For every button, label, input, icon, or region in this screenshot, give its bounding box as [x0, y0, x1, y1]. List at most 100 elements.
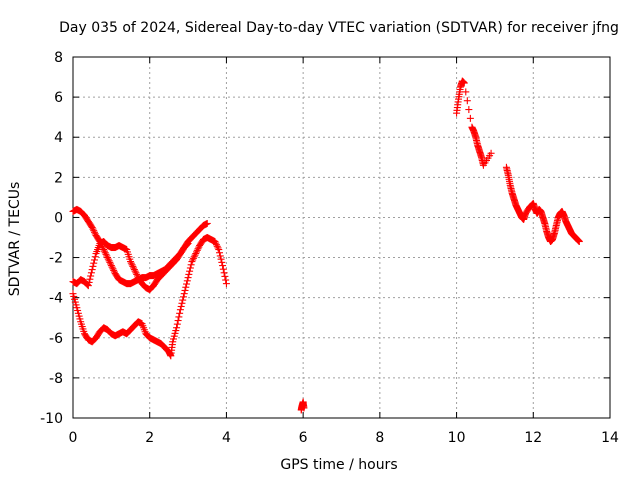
data-point: [100, 247, 108, 255]
data-point: [487, 149, 495, 157]
x-tick-label: 8: [375, 430, 384, 446]
y-tick-label: 6: [54, 90, 63, 106]
data-point: [176, 306, 184, 314]
data-point: [193, 248, 201, 256]
x-tick-label: 2: [145, 430, 154, 446]
series-track-a: [69, 234, 230, 360]
data-point: [203, 219, 211, 227]
data-point: [575, 238, 583, 246]
data-point: [108, 263, 116, 271]
data-point: [91, 253, 99, 261]
data-point: [178, 299, 186, 307]
data-point: [177, 302, 185, 310]
y-tick-label: 2: [54, 170, 63, 186]
data-point: [183, 277, 191, 285]
data-point: [105, 257, 113, 265]
data-point: [214, 244, 222, 252]
data-point: [130, 266, 138, 274]
y-tick-label: 0: [54, 210, 63, 226]
data-point: [128, 261, 136, 269]
data-point: [173, 324, 181, 332]
y-tick-labels: 8 6 4 2 0 -2 -4 -6 -8 -10: [40, 50, 63, 427]
axis-ticks: [72, 56, 611, 419]
data-point: [86, 275, 94, 283]
data-point: [87, 272, 95, 280]
data-point: [219, 262, 227, 270]
data-point: [127, 259, 135, 267]
data-point: [186, 264, 194, 272]
data-point: [190, 253, 198, 261]
data-point: [89, 225, 97, 233]
data-point: [191, 251, 199, 259]
x-tick-label: 6: [299, 430, 308, 446]
data-point: [130, 264, 138, 272]
data-point: [104, 254, 112, 262]
data-point: [217, 255, 225, 263]
data-point: [216, 249, 224, 257]
data-point: [101, 249, 109, 257]
data-point: [300, 404, 308, 412]
data-point: [109, 265, 117, 273]
series-track-d: [297, 398, 308, 414]
data-point: [90, 259, 98, 267]
y-tick-label: 8: [54, 50, 63, 66]
data-point: [180, 290, 188, 298]
x-tick-label: 10: [448, 430, 466, 446]
data-point: [221, 272, 229, 280]
y-tick-label: -2: [49, 251, 63, 267]
y-tick-label: 4: [54, 130, 63, 146]
data-point: [129, 262, 137, 270]
data-point: [222, 276, 230, 284]
y-tick-label: -4: [49, 291, 63, 307]
series-track-f: [502, 163, 583, 246]
data-point: [222, 280, 230, 288]
data-point: [132, 269, 140, 277]
data-point: [193, 246, 201, 254]
data-point: [85, 278, 93, 286]
data-point: [179, 293, 187, 301]
data-point: [131, 267, 139, 275]
data-point: [176, 309, 184, 317]
data-point: [215, 246, 223, 254]
data-point: [104, 255, 112, 263]
data-point: [194, 245, 202, 253]
data-point: [462, 88, 470, 96]
data-point: [211, 238, 219, 246]
data-point: [186, 267, 194, 275]
data-point: [460, 79, 468, 87]
x-tick-label: 4: [222, 430, 231, 446]
x-tick-labels: 0 2 4 6 8 10 12 14: [69, 430, 619, 446]
y-tick-label: -10: [40, 411, 63, 427]
data-point: [182, 283, 190, 291]
data-point: [188, 258, 196, 266]
plot-frame: [72, 56, 611, 419]
data-point: [184, 240, 192, 248]
x-tick-label: 12: [524, 430, 542, 446]
data-point: [127, 258, 135, 266]
chart-title: Day 035 of 2024, Sidereal Day-to-day VTE…: [59, 20, 619, 36]
data-point: [88, 223, 96, 231]
data-point: [90, 228, 98, 236]
grid: [73, 57, 610, 418]
series-track-e: [453, 77, 495, 169]
data-point: [183, 241, 191, 249]
x-axis-label: GPS time / hours: [280, 457, 397, 473]
data-point: [189, 254, 197, 262]
data-point: [89, 262, 97, 270]
data-point: [220, 269, 228, 277]
data-point: [187, 261, 195, 269]
data-point: [88, 266, 96, 274]
y-tick-label: -6: [49, 331, 63, 347]
data-point: [184, 274, 192, 282]
data-point: [219, 265, 227, 273]
data-points: [69, 77, 583, 414]
data-point: [100, 246, 108, 254]
data-point: [463, 97, 471, 105]
data-point: [87, 269, 95, 277]
data-point: [189, 256, 197, 264]
data-point: [174, 317, 182, 325]
data-point: [103, 252, 111, 260]
y-tick-label: -8: [49, 371, 63, 387]
data-point: [212, 239, 220, 247]
